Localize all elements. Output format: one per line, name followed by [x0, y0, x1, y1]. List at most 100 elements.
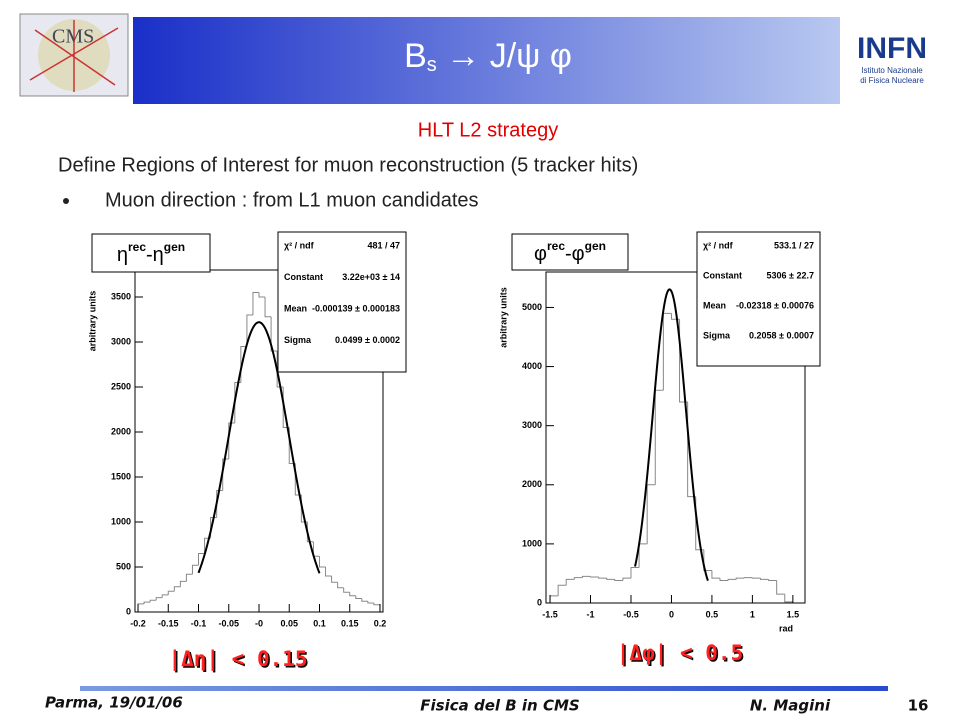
hist-title-part: -φ — [565, 243, 585, 265]
histogram-bin — [759, 578, 769, 580]
y-tick-label: 500 — [116, 561, 131, 571]
histogram-bin — [735, 577, 745, 580]
hist-title-part: -η — [146, 244, 164, 266]
annotation: |Δφ| < 0.5 — [617, 641, 743, 666]
y-tick-label: 1000 — [522, 538, 542, 548]
stats-label: Constant — [284, 272, 323, 282]
x-tick-label: 0 — [669, 609, 674, 619]
y-tick-label: 2000 — [111, 426, 131, 436]
x-tick-label: -0.5 — [623, 609, 639, 619]
histogram-bin — [143, 601, 151, 604]
histogram-bin — [246, 314, 253, 347]
stats-value: 481 / 47 — [367, 240, 400, 250]
heading: HLT L2 strategy — [418, 119, 558, 141]
stats-value: 533.1 / 27 — [774, 240, 814, 250]
histogram-bin — [155, 597, 163, 601]
x-tick-label: 0.2 — [374, 618, 387, 628]
x-tick-label: 0.1 — [313, 618, 326, 628]
histogram-bin — [264, 297, 272, 318]
stats-label: Sigma — [284, 335, 312, 345]
histogram-bin — [776, 580, 785, 595]
footer-line — [80, 686, 888, 691]
stats-value: 0.0499 ± 0.0002 — [335, 335, 400, 345]
histogram-bin — [565, 578, 575, 586]
histogram-bin — [557, 584, 567, 596]
histogram-bin — [179, 580, 187, 587]
histogram-bin — [581, 575, 591, 578]
y-tick-label: 2500 — [111, 381, 131, 391]
histogram-chart: -1.5 -1 -0.5 0 0.5 1 1.5 0 1000 2000 3000 4000 5000 a… — [498, 231, 821, 668]
histogram-bin — [727, 578, 737, 581]
bullet-text: Muon direction : from L1 muon candidates — [105, 189, 479, 211]
stats-label: Mean — [284, 303, 307, 313]
infn-name: INFN — [857, 32, 927, 65]
fit-curve — [197, 321, 321, 574]
y-tick-label: 1500 — [111, 471, 131, 481]
x-tick-label: -0.15 — [158, 618, 179, 628]
title-main: B — [404, 37, 427, 75]
y-tick-label: 1000 — [111, 516, 131, 526]
stats-label: Mean — [703, 300, 726, 310]
x-tick-label: -1 — [587, 609, 595, 619]
slide-title: Bs → J/ψ φ — [404, 37, 572, 76]
histogram-bin — [191, 564, 199, 575]
histogram-bin — [337, 582, 344, 589]
footer-page: 16 — [908, 697, 929, 715]
stats-value: 5306 ± 22.7 — [767, 270, 814, 280]
footer-author: N. Magini — [750, 697, 831, 715]
histogram-bin — [751, 577, 761, 579]
hist-title-part: gen — [585, 239, 606, 253]
cms-text: CMS — [52, 26, 94, 48]
body-text: Define Regions of Interest for muon reco… — [58, 154, 638, 176]
hist-title-part: rec — [128, 240, 146, 254]
x-tick-label: -0.1 — [191, 618, 207, 628]
histogram-bin — [573, 577, 583, 580]
histogram-bin — [606, 578, 615, 580]
histogram-bin — [167, 590, 175, 595]
infn-sub: di Fisica Nucleare — [860, 76, 924, 85]
histogram-bin — [173, 586, 181, 592]
histogram-bin — [222, 458, 229, 491]
header-bar — [133, 17, 840, 104]
histogram-bin — [614, 579, 623, 582]
hist-title-box — [511, 233, 629, 271]
y-tick-label: 3000 — [522, 420, 542, 430]
title-rest: → J/ψ φ — [437, 37, 572, 75]
stats-value: -0.000139 ± 0.000183 — [312, 303, 400, 313]
histogram-bin — [743, 577, 753, 579]
histogram-bin — [270, 316, 278, 352]
histogram-bin — [768, 579, 777, 582]
cms-logo: CMS — [19, 13, 129, 97]
hist-title-part: η — [117, 244, 128, 266]
y-tick-label: 5000 — [522, 302, 542, 312]
bullet — [63, 198, 69, 204]
histogram-chart: -0.2 -0.15 -0.1 -0.05 -0 0.05 0.1 0.15 0.2 0 500 10… — [87, 231, 407, 674]
hist-title-box — [91, 233, 211, 273]
y-tick-label: 4000 — [522, 361, 542, 371]
annotation-shadow: |Δη| < 0.15 — [170, 649, 309, 674]
y-tick-label: 2000 — [522, 479, 542, 489]
histogram-bin — [355, 595, 362, 599]
x-tick-label: 1 — [750, 609, 755, 619]
stats-label: χ² / ndf — [703, 240, 734, 250]
annotation-shadow: |Δφ| < 0.5 — [618, 643, 744, 668]
annotation: |Δη| < 0.15 — [168, 647, 307, 672]
y-tick-label: 0 — [126, 606, 131, 616]
x-axis-label: rad — [779, 623, 793, 633]
y-axis-label: arbitrary units — [498, 287, 508, 348]
footer-talk: Fisica del B in CMS — [420, 697, 579, 715]
histogram-bin — [325, 567, 332, 577]
histogram-bin — [198, 553, 205, 566]
histogram-bin — [331, 576, 338, 583]
x-tick-label: -0 — [255, 618, 263, 628]
infn-logo: INFN Istituto Nazionale di Fisica Nuclea… — [857, 32, 927, 85]
histogram-bin — [622, 577, 631, 581]
x-tick-label: 0.5 — [706, 609, 719, 619]
histogram-bin — [361, 598, 368, 602]
y-tick-label: 0 — [537, 597, 542, 607]
histogram-bin — [149, 599, 157, 603]
histogram-bin — [630, 567, 640, 579]
stats-value: 0.2058 ± 0.0007 — [749, 330, 814, 340]
histogram-bin — [228, 422, 235, 459]
